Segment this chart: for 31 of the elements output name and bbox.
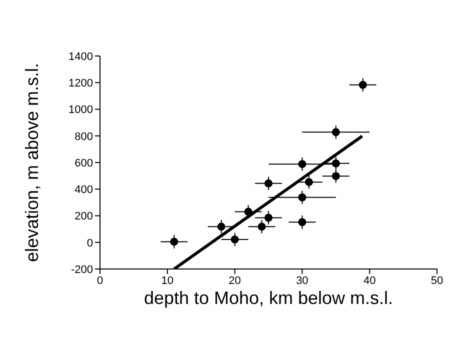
point [230,235,239,244]
x-tick-label: 30 [296,274,308,287]
y-axis-title: elevation, m above m.s.l. [22,62,42,262]
y-tick-label: 600 [74,157,93,170]
point [332,159,340,168]
point [358,80,367,89]
x-tick-label: 40 [363,274,376,287]
x-tick-label: 50 [430,274,444,287]
point [264,214,272,222]
point [304,178,313,186]
y-tick-label: -200 [70,264,93,276]
point [264,179,272,188]
y-tick-label: 400 [74,184,93,196]
y-tick-label: 800 [74,130,93,143]
point [298,193,306,202]
y-tick-label: 1200 [68,78,93,90]
point [332,172,340,180]
y-tick-label: 200 [74,210,93,223]
point [170,238,178,246]
point [298,160,306,168]
y-tick-label: 1400 [68,50,93,63]
point [332,128,340,136]
x-axis-title: depth to Moho, km below m.s.l. [144,288,394,308]
x-tick-label: 10 [161,274,174,287]
point [217,222,226,231]
x-tick-label: 20 [228,274,241,287]
point [298,218,306,226]
point [258,222,266,231]
x-tick-label: 0 [96,274,104,287]
y-tick-label: 0 [86,237,93,250]
y-tick-label: 1000 [68,104,93,116]
